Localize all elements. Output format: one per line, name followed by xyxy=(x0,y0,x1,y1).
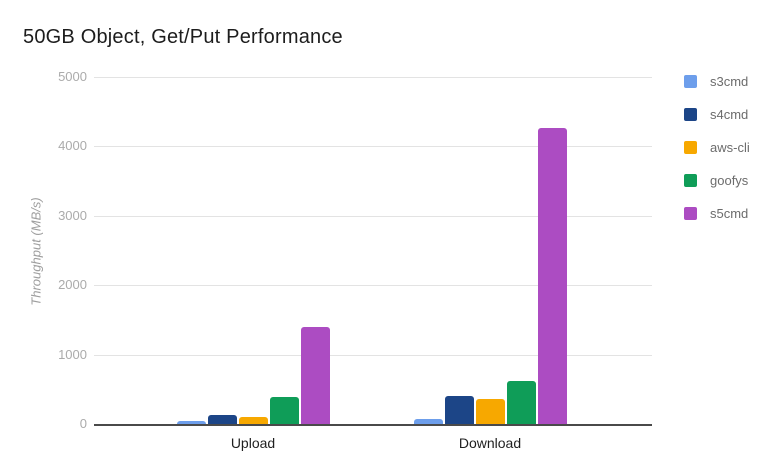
y-tick-label: 0 xyxy=(79,416,87,431)
bar-aws-cli-download xyxy=(475,399,505,424)
gridline xyxy=(94,77,652,78)
legend-swatch-icon xyxy=(684,75,697,88)
x-axis-line xyxy=(94,424,652,426)
gridline xyxy=(94,285,652,287)
gridline xyxy=(94,215,652,217)
legend-swatch-icon xyxy=(684,108,697,121)
legend-item-s5cmd: s5cmd xyxy=(684,206,748,221)
y-tick-label: 3000 xyxy=(58,207,87,223)
bar-aws-cli-upload xyxy=(238,417,268,424)
chart-title: 50GB Object, Get/Put Performance xyxy=(23,26,343,48)
legend-item-label: s3cmd xyxy=(710,74,749,89)
legend-item-label: aws-cli xyxy=(710,140,750,155)
bar-s4cmd-download xyxy=(444,396,474,424)
bar-goofys-download xyxy=(506,380,536,424)
bar-s5cmd-upload xyxy=(300,326,330,424)
legend-item-label: s5cmd xyxy=(710,206,749,221)
legend-item-s3cmd: s3cmd xyxy=(684,74,748,89)
legend-swatch-icon xyxy=(684,141,697,154)
y-axis-title: Throughput (MB/s) xyxy=(28,197,44,306)
y-tick-label: 2000 xyxy=(58,277,87,293)
legend-item-aws-cli: aws-cli xyxy=(684,140,750,155)
legend-item-label: goofys xyxy=(710,173,749,188)
y-tick-label: 1000 xyxy=(58,346,87,362)
bar-s4cmd-upload xyxy=(207,414,237,424)
bar-goofys-upload xyxy=(269,396,299,424)
legend-item-goofys: goofys xyxy=(684,173,748,188)
legend-item-label: s4cmd xyxy=(710,107,749,122)
gridline xyxy=(94,146,652,148)
gridline xyxy=(94,354,652,356)
y-tick-label: 5000 xyxy=(58,69,87,84)
bar-s3cmd-download xyxy=(413,418,443,424)
x-category-label: Upload xyxy=(230,435,276,451)
legend-swatch-icon xyxy=(684,174,697,187)
bar-s5cmd-download xyxy=(537,127,567,424)
legend-item-s4cmd: s4cmd xyxy=(684,107,748,122)
legend-swatch-icon xyxy=(684,207,697,220)
y-tick-label: 4000 xyxy=(58,138,87,154)
x-category-label: Download xyxy=(458,435,522,451)
bar-s3cmd-upload xyxy=(176,420,206,424)
